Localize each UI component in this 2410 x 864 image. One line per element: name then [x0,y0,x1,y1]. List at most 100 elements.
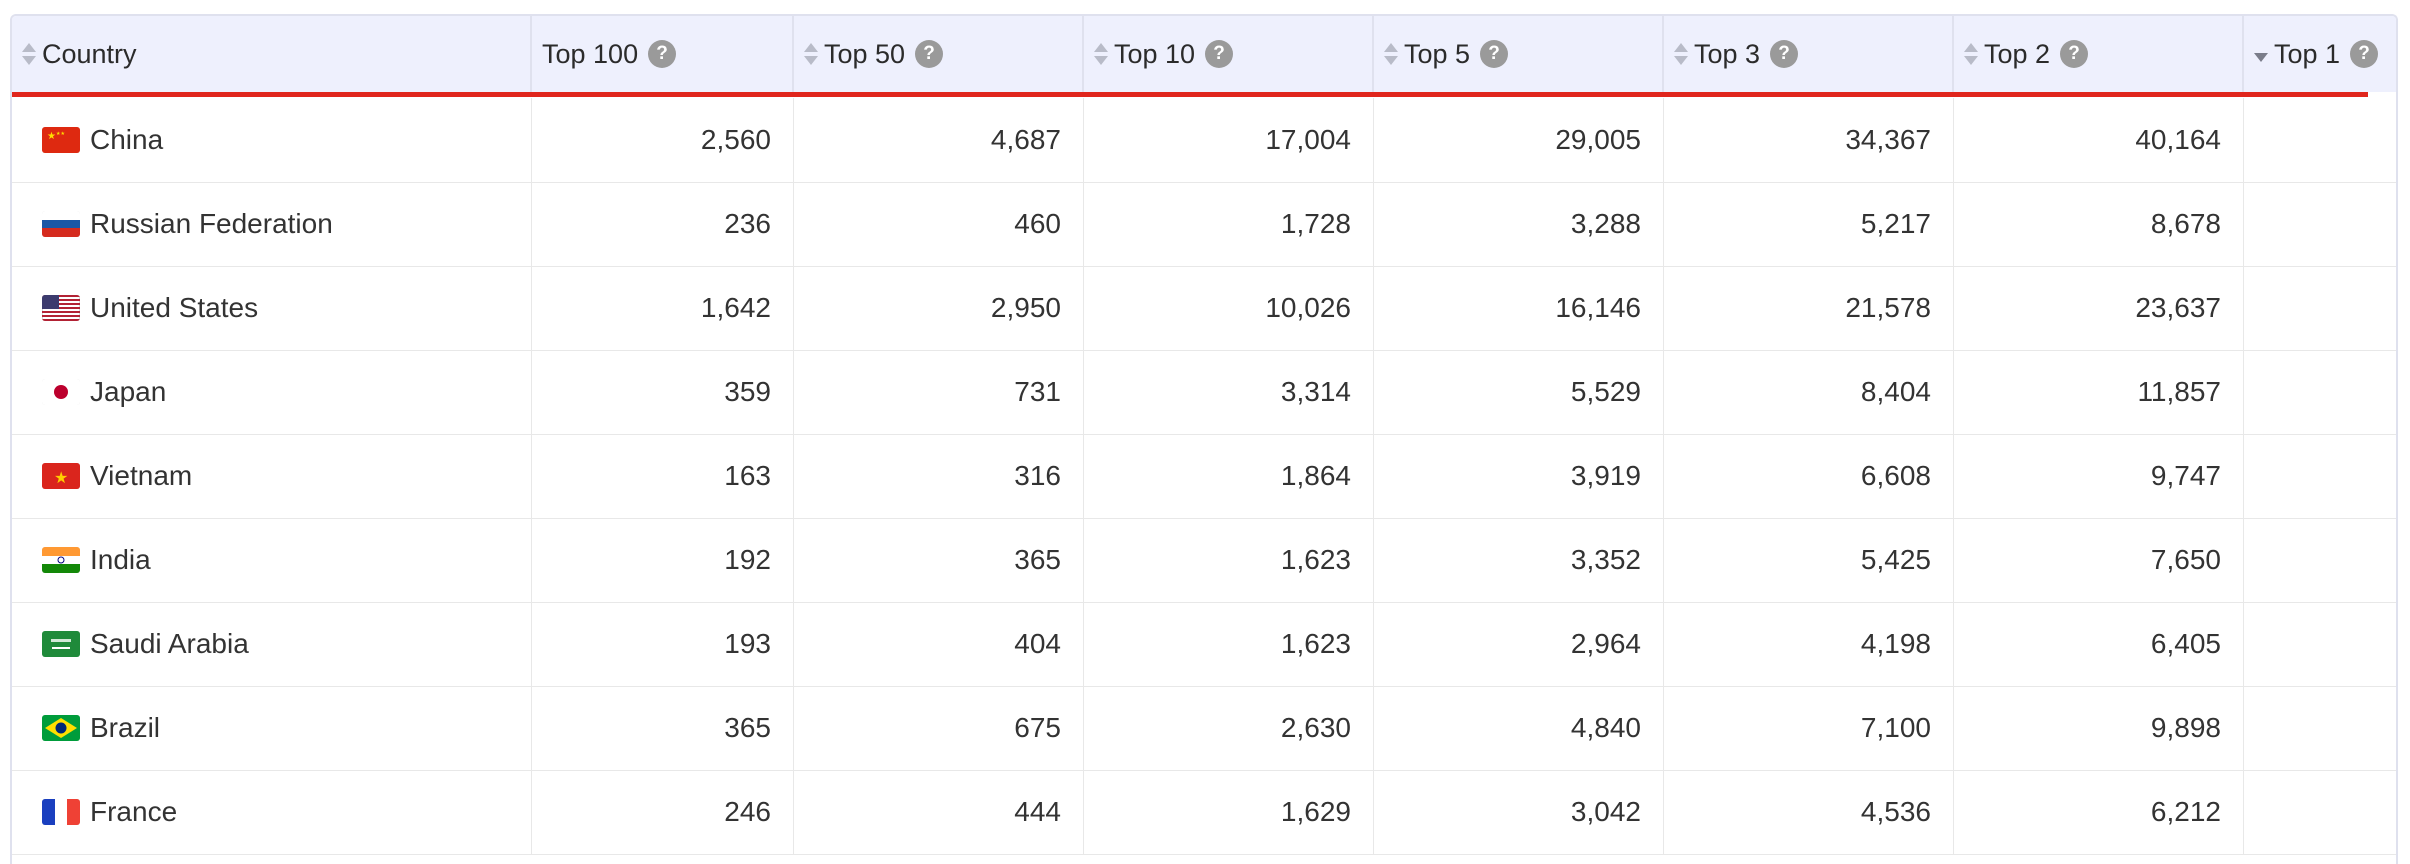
value-cell-top-100: 236 [532,182,794,266]
sort-icon[interactable] [1384,43,1398,65]
help-icon[interactable]: ? [648,40,677,68]
table-row[interactable]: ★ Vietnam 163 316 1,864 3,919 6,608 9,747 [12,434,2396,519]
table-row[interactable]: Saudi Arabia 193 404 1,623 2,964 4,198 6,405 [12,602,2396,687]
country-cell[interactable]: India [12,518,532,602]
china-flag-icon: ★ ★★ [42,127,80,153]
help-icon[interactable]: ? [915,40,944,68]
help-icon[interactable]: ? [1770,40,1799,68]
value-cell-top-5: 2,964 [1374,602,1664,686]
sort-icon[interactable] [1674,43,1688,65]
value-cell-top-10: 3,314 [1084,350,1374,434]
column-header-top-10[interactable]: Top 10? [1084,16,1374,92]
help-icon[interactable]: ? [1205,40,1234,68]
value-cell-top-50: 404 [794,602,1084,686]
value-cell-top-5: 16,146 [1374,266,1664,350]
value-cell-top-3: 5,425 [1664,518,1954,602]
value-cell-top-1 [2244,98,2396,182]
value-cell-top-3: 4,198 [1664,602,1954,686]
value-cell-top-1 [2244,266,2396,350]
table-row[interactable]: Russian Federation 236 460 1,728 3,288 5,217 8… [12,182,2396,267]
japan-flag-icon [42,379,80,405]
table-row[interactable]: ★ ★★ China 2,560 4,687 17,004 29,005 34,367 40,1… [12,98,2396,183]
country-cell[interactable]: Japan [12,350,532,434]
sort-icon[interactable] [22,43,36,65]
help-icon[interactable]: ? [1480,40,1509,68]
table-header: Country Top 100? Top 50? Top 10? Top 5? Top 3… [12,16,2396,92]
country-name: China [90,124,164,155]
sort-desc-icon[interactable] [2254,43,2268,65]
table-row[interactable]: Japan 359 731 3,314 5,529 8,404 11,857 [12,350,2396,435]
brazil-flag-icon [42,715,80,741]
france-flag-icon [42,799,80,825]
value-cell-top-10: 1,623 [1084,602,1374,686]
value-cell-top-100: 2,560 [532,98,794,182]
value-cell-top-5: 3,352 [1374,518,1664,602]
column-header-top-100[interactable]: Top 100? [532,16,794,92]
country-name: Saudi Arabia [90,628,249,659]
svg-text:★: ★ [47,131,56,142]
country-cell[interactable]: Brazil [12,686,532,770]
column-header-label: Top 2 [1984,38,2051,69]
column-header-label: Top 5 [1404,38,1471,69]
value-cell-top-2: 40,164 [1954,98,2244,182]
country-cell[interactable]: United States [12,266,532,350]
column-header-label: Country [42,38,137,69]
column-header-top-50[interactable]: Top 50? [794,16,1084,92]
value-cell-top-50: 316 [794,434,1084,518]
value-cell-top-10: 1,629 [1084,770,1374,854]
help-icon[interactable]: ? [2350,40,2379,68]
column-header-top-5[interactable]: Top 5? [1374,16,1664,92]
help-icon[interactable]: ? [2060,40,2089,68]
column-header-country[interactable]: Country [12,16,532,92]
table-row[interactable]: United States 1,642 2,950 10,026 16,146 21,57… [12,266,2396,351]
country-name: Brazil [90,712,161,743]
value-cell-top-1 [2244,686,2396,770]
value-cell-top-5: 29,005 [1374,98,1664,182]
column-header-top-2[interactable]: Top 2? [1954,16,2244,92]
value-cell-top-50: 731 [794,350,1084,434]
value-cell-top-100: 192 [532,518,794,602]
sort-icon[interactable] [804,43,818,65]
value-cell-top-2: 9,747 [1954,434,2244,518]
country-cell[interactable]: France [12,770,532,854]
column-header-top-1[interactable]: Top 1? [2244,16,2396,92]
value-cell-top-100: 359 [532,350,794,434]
country-cell[interactable]: Russian Federation [12,182,532,266]
country-cell[interactable]: ★ Vietnam [12,434,532,518]
column-header-label: Top 1 [2274,38,2341,69]
value-cell-top-2: 11,857 [1954,350,2244,434]
column-header-top-3[interactable]: Top 3? [1664,16,1954,92]
value-cell-top-3: 7,100 [1664,686,1954,770]
table-row[interactable]: India 192 365 1,623 3,352 5,425 7,650 [12,518,2396,603]
usa-flag-icon [42,295,80,321]
value-cell-top-100: 1,642 [532,266,794,350]
country-cell[interactable]: ★ ★★ China [12,98,532,182]
value-cell-top-2: 6,212 [1954,770,2244,854]
value-cell-top-3: 34,367 [1664,98,1954,182]
svg-text:★★: ★★ [56,131,65,137]
value-cell-top-2: 23,637 [1954,266,2244,350]
value-cell-top-10: 2,630 [1084,686,1374,770]
value-cell-top-5: 3,288 [1374,182,1664,266]
value-cell-top-3: 21,578 [1664,266,1954,350]
value-cell-top-1 [2244,518,2396,602]
sort-icon[interactable] [1964,43,1978,65]
column-header-label: Top 50 [824,38,906,69]
value-cell-top-50: 2,950 [794,266,1084,350]
table-row[interactable]: France 246 444 1,629 3,042 4,536 6,212 [12,770,2396,855]
value-cell-top-100: 365 [532,686,794,770]
country-cell[interactable]: Saudi Arabia [12,602,532,686]
vietnam-flag-icon: ★ [42,463,80,489]
value-cell-top-5: 5,529 [1374,350,1664,434]
table-row[interactable]: Brazil 365 675 2,630 4,840 7,100 9,898 [12,686,2396,771]
value-cell-top-5: 3,042 [1374,770,1664,854]
value-cell-top-2: 7,650 [1954,518,2244,602]
value-cell-top-50: 460 [794,182,1084,266]
country-name: France [90,796,178,827]
value-cell-top-3: 6,608 [1664,434,1954,518]
sort-icon[interactable] [1094,43,1108,65]
header-accent-line [12,92,2368,97]
value-cell-top-5: 4,840 [1374,686,1664,770]
value-cell-top-1 [2244,182,2396,266]
value-cell-top-2: 6,405 [1954,602,2244,686]
